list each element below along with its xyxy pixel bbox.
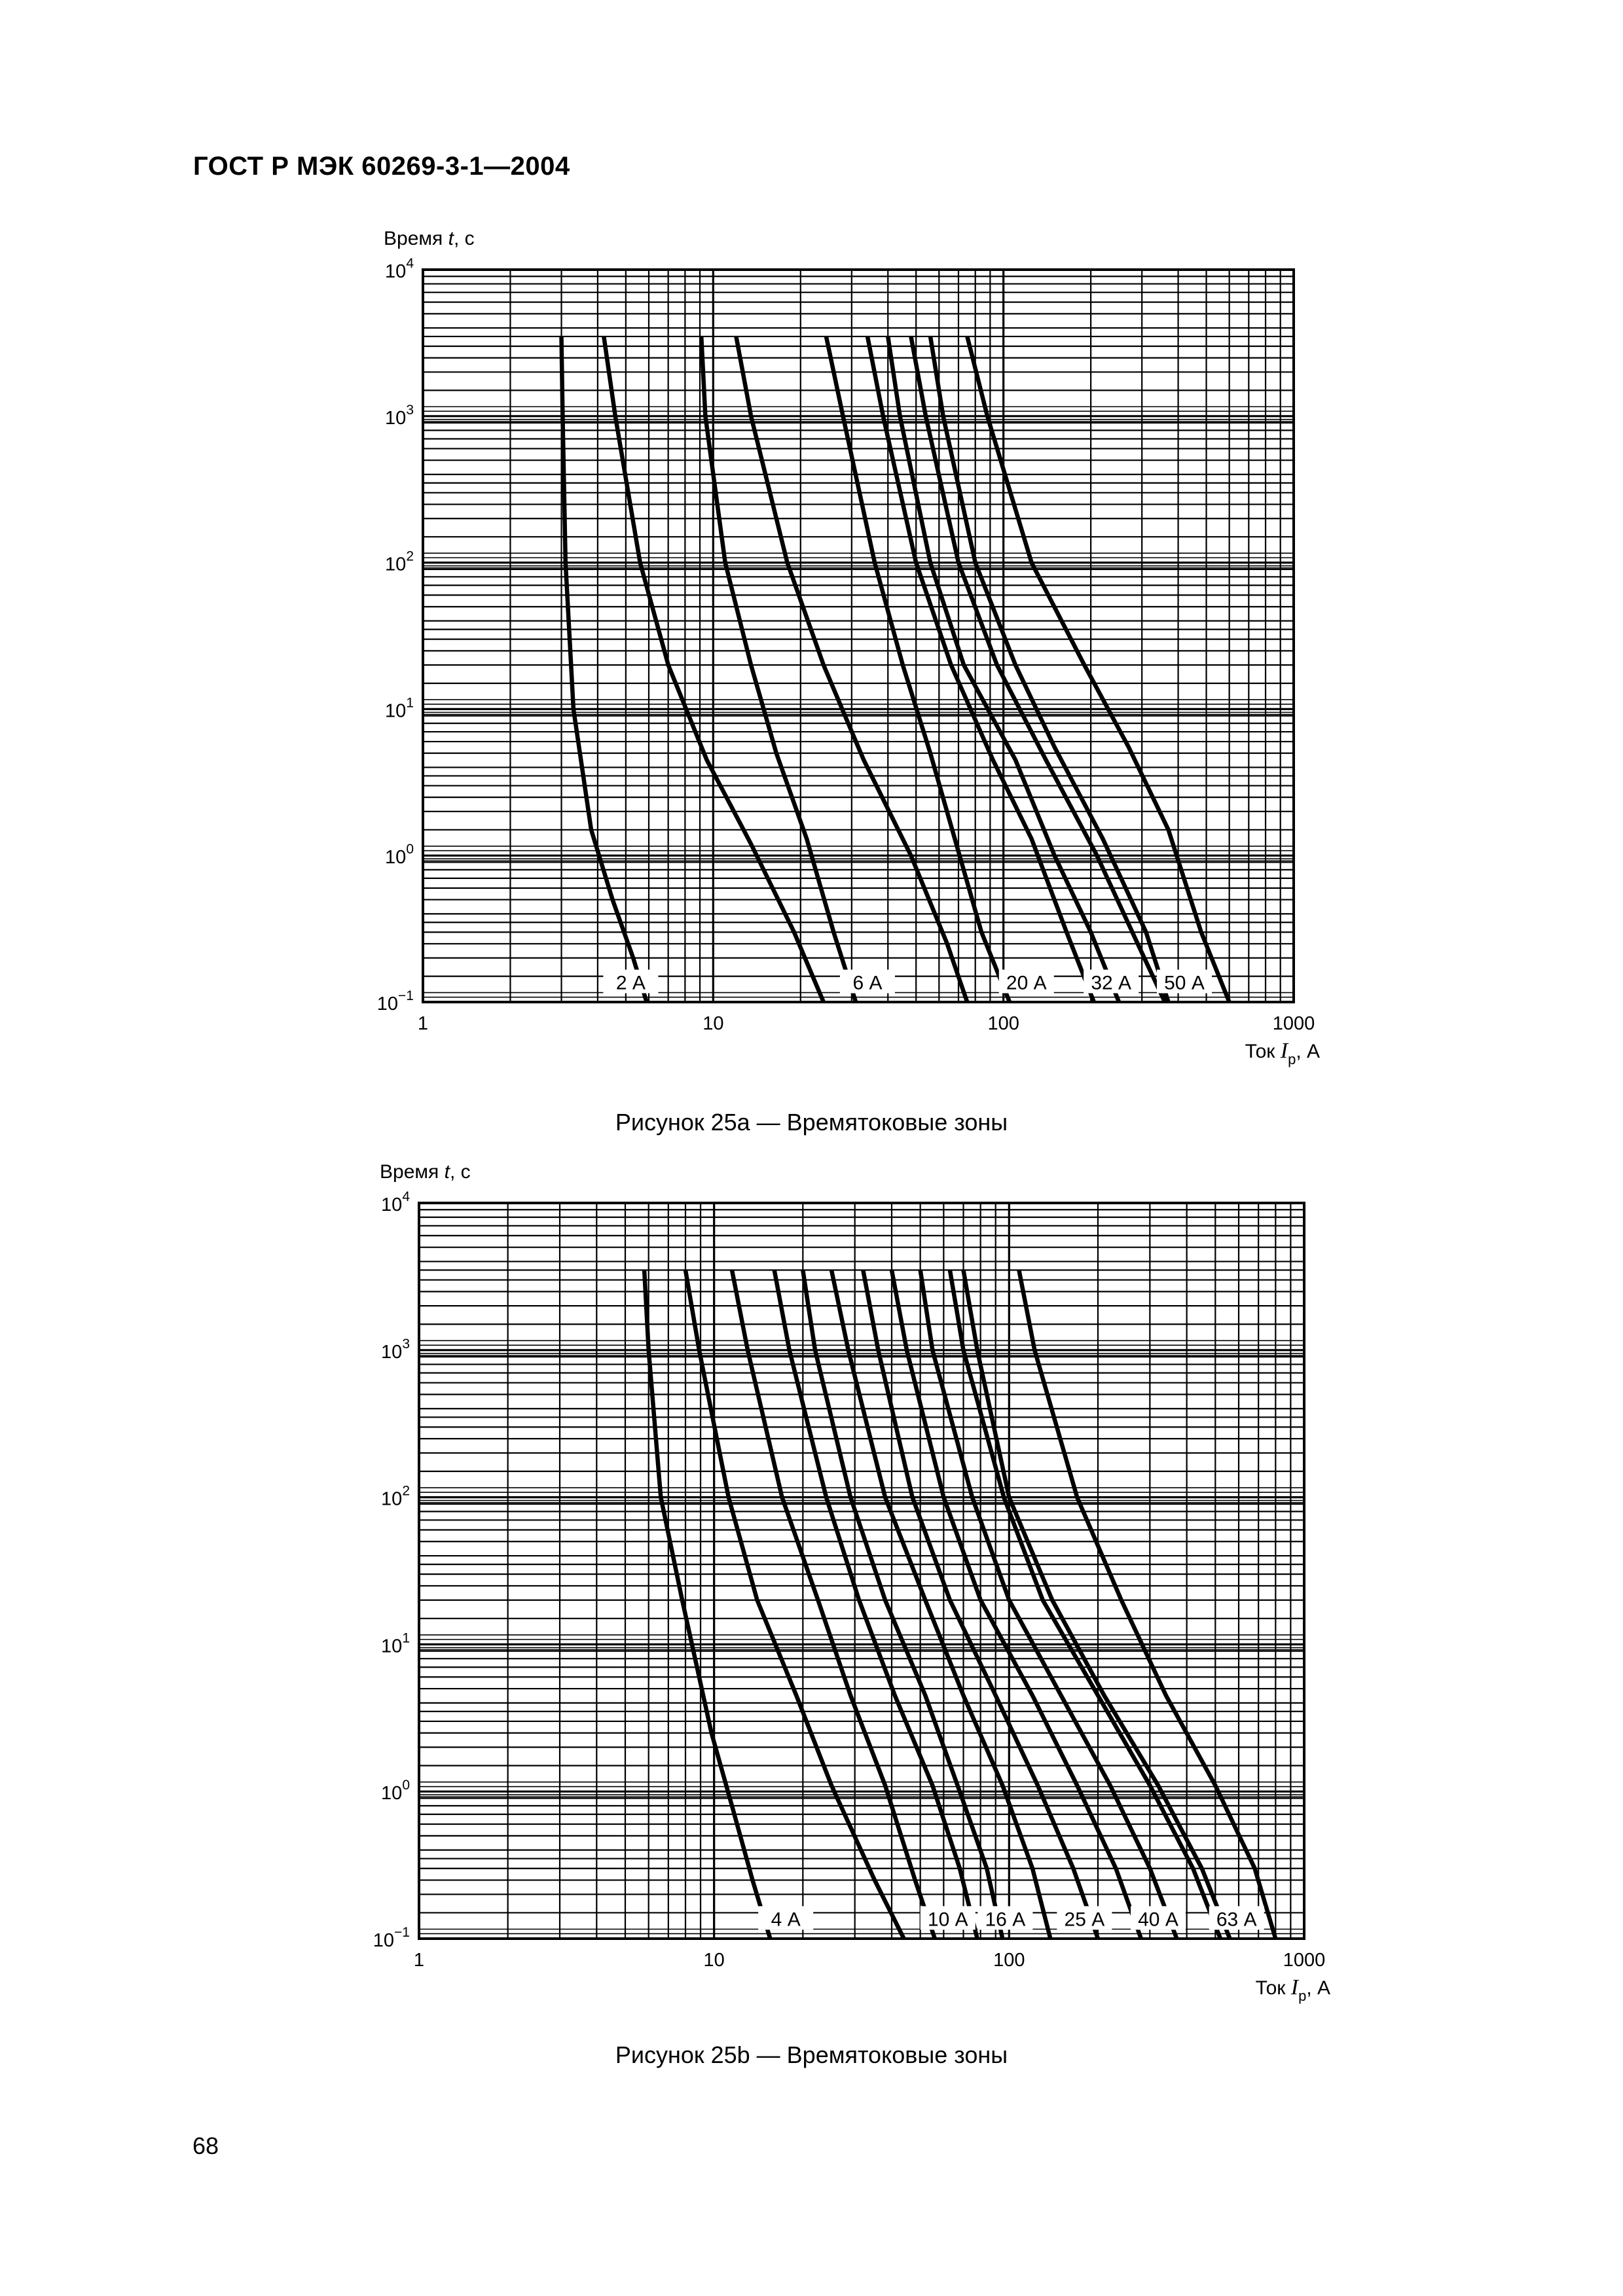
max-time-current-curve xyxy=(909,336,1167,1003)
y-tick-label: 103 xyxy=(385,403,414,429)
y-axis-label: Время t, с xyxy=(380,1161,471,1183)
time-current-chart-25a: 1 10 100 1000 10−1 100 101 102 103 104 Время t, с Т… xyxy=(377,228,1320,1067)
x-tick-label: 1000 xyxy=(1283,1950,1326,1971)
series-40а: 40 А xyxy=(918,1269,1223,1940)
series-label: 2 А xyxy=(616,972,646,994)
series-50а: 50 А xyxy=(928,336,1231,1003)
series-label-background xyxy=(1130,1906,1186,1930)
series-label-background xyxy=(758,1906,814,1930)
min-time-current-curve xyxy=(928,336,1171,1003)
min-time-current-curve xyxy=(801,1270,1005,1939)
max-time-current-curve xyxy=(1017,1269,1278,1939)
max-time-current-curve xyxy=(734,336,970,1003)
plot-frame xyxy=(422,268,1295,1003)
series-10а: 10 А xyxy=(729,1269,979,1940)
series-label: 16 А xyxy=(985,1909,1026,1930)
figure-caption-25a: Рисунок 25a — Времятоковые зоны xyxy=(615,1109,1008,1136)
y-tick-label: 101 xyxy=(381,1630,410,1657)
max-time-current-curve xyxy=(829,1269,1053,1939)
max-time-current-curve xyxy=(772,1269,979,1939)
min-time-current-curve xyxy=(699,336,858,1003)
min-time-current-curve xyxy=(961,1269,1232,1940)
series-label: 40 А xyxy=(1138,1909,1178,1930)
series-label: 50 А xyxy=(1164,972,1205,994)
series-label: 32 А xyxy=(1091,972,1131,994)
x-tick-label: 1 xyxy=(418,1013,428,1034)
y-tick-label: 104 xyxy=(381,1189,410,1215)
y-tick-label: 10−1 xyxy=(373,1925,410,1951)
y-tick-label: 101 xyxy=(385,695,414,721)
series-label: 6 А xyxy=(852,972,882,994)
series-label: 63 А xyxy=(1216,1909,1257,1930)
y-tick-label: 103 xyxy=(381,1336,410,1363)
series-label-background xyxy=(1209,1906,1264,1930)
y-axis-label: Время t, с xyxy=(384,228,475,249)
series-2а: 2 А xyxy=(559,336,826,1003)
min-time-current-curve xyxy=(885,336,1122,1003)
series-label: 25 А xyxy=(1065,1909,1105,1930)
y-tick-label: 100 xyxy=(381,1778,410,1804)
y-tick-label: 100 xyxy=(385,842,414,868)
figure-caption-25b: Рисунок 25b — Времятоковые зоны xyxy=(615,2041,1008,2068)
x-axis-label: Ток Ip, А xyxy=(1256,1975,1330,2004)
max-time-current-curve xyxy=(865,336,1096,1003)
series-label-background xyxy=(977,1906,1033,1930)
y-tick-label: 104 xyxy=(385,256,414,282)
series-label: 4 А xyxy=(771,1909,801,1930)
max-time-current-curve xyxy=(947,1269,1223,1940)
y-tick-label: 102 xyxy=(385,549,414,575)
x-tick-label: 1 xyxy=(414,1950,424,1971)
series-16а: 16 А xyxy=(801,1269,1053,1939)
series-label: 10 А xyxy=(928,1909,968,1930)
min-time-current-curve xyxy=(729,1269,937,1940)
series-6а: 6 А xyxy=(699,336,970,1003)
y-tick-label: 102 xyxy=(381,1484,410,1510)
max-time-current-curve xyxy=(683,1269,906,1940)
y-tick-label: 10−1 xyxy=(377,988,414,1014)
series-label-background xyxy=(839,969,895,994)
grid xyxy=(418,1203,1305,1940)
plot-frame xyxy=(418,1202,1305,1940)
page-number: 68 xyxy=(192,2132,219,2159)
x-tick-label: 10 xyxy=(702,1013,723,1034)
min-time-current-curve xyxy=(861,1269,1101,1940)
min-time-current-curve xyxy=(824,336,1012,1003)
series-20а: 20 А xyxy=(824,336,1096,1003)
x-tick-label: 100 xyxy=(993,1950,1025,1971)
series-label-background xyxy=(1156,969,1212,994)
max-time-current-curve xyxy=(965,336,1231,1003)
series-4а: 4 А xyxy=(642,1269,906,1940)
min-time-current-curve xyxy=(559,336,649,1003)
series-32а: 32 А xyxy=(885,336,1167,1003)
series-label-background xyxy=(920,1906,976,1930)
series-label-background xyxy=(998,969,1054,994)
max-time-current-curve xyxy=(602,336,826,1003)
max-time-current-curve xyxy=(889,1269,1143,1940)
series-63а: 63 А xyxy=(961,1269,1278,1940)
series-label-background xyxy=(603,969,659,994)
x-axis-label: Ток Ip, А xyxy=(1245,1039,1320,1067)
min-time-current-curve xyxy=(918,1270,1179,1940)
series-25а: 25 А xyxy=(861,1269,1143,1940)
min-time-current-curve xyxy=(642,1270,773,1939)
x-tick-label: 1000 xyxy=(1273,1013,1315,1034)
document-header: ГОСТ Р МЭК 60269-3-1—2004 xyxy=(193,152,570,181)
x-tick-label: 100 xyxy=(987,1013,1019,1034)
series-label-background xyxy=(1084,969,1139,994)
x-tick-label: 10 xyxy=(704,1950,725,1971)
series-label: 20 А xyxy=(1006,972,1047,994)
series-label-background xyxy=(1057,1906,1112,1930)
